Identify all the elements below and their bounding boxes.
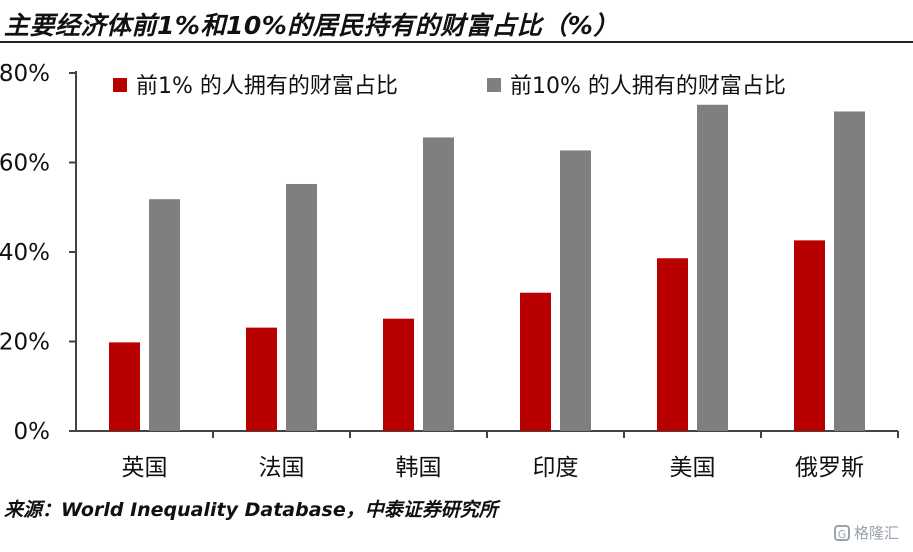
chart-title: 主要经济体前1%和10%的居民持有的财富占比（%） xyxy=(4,11,619,40)
bar-top1 xyxy=(794,240,825,431)
y-tick-label: 20% xyxy=(0,330,50,356)
x-tick-label: 法国 xyxy=(259,455,305,481)
legend-swatch xyxy=(487,78,501,92)
title-divider xyxy=(0,41,913,43)
x-tick-label: 印度 xyxy=(533,455,579,481)
x-tick-label: 韩国 xyxy=(396,455,442,481)
y-tick-label: 60% xyxy=(0,151,50,177)
legend-label: 前10% 的人拥有的财富占比 xyxy=(510,74,786,99)
bar-top1 xyxy=(520,292,551,431)
bar-top10 xyxy=(286,183,317,431)
bar-top1 xyxy=(383,318,414,431)
bar-top10 xyxy=(697,104,728,432)
x-tick-label: 英国 xyxy=(122,455,168,481)
y-tick-label: 40% xyxy=(0,240,50,266)
y-tick-label: 0% xyxy=(14,419,51,445)
watermark-text: 格隆汇 xyxy=(853,524,899,542)
bar-top1 xyxy=(246,327,277,431)
bar-top1 xyxy=(109,342,140,431)
bar-top1 xyxy=(657,258,688,431)
legend-label: 前1% 的人拥有的财富占比 xyxy=(136,74,398,99)
source-note: 来源：World Inequality Database，中泰证券研究所 xyxy=(4,499,498,521)
x-tick-label: 美国 xyxy=(670,455,716,481)
x-tick-label: 俄罗斯 xyxy=(795,455,864,481)
bar-top10 xyxy=(149,199,180,431)
bar-top10 xyxy=(834,111,865,432)
bar-top10 xyxy=(560,150,591,432)
bar-chart: 0% 20% 40% 60% 80% 英国 法国 韩国 印度 美国 俄罗斯 前1% 的人拥有的财富占比… xyxy=(0,61,899,481)
legend-swatch xyxy=(113,78,127,92)
watermark-logo-icon: G xyxy=(833,524,850,541)
watermark: G 格隆汇 xyxy=(833,522,899,543)
bar-top10 xyxy=(423,137,454,431)
y-tick-label: 80% xyxy=(0,61,50,87)
